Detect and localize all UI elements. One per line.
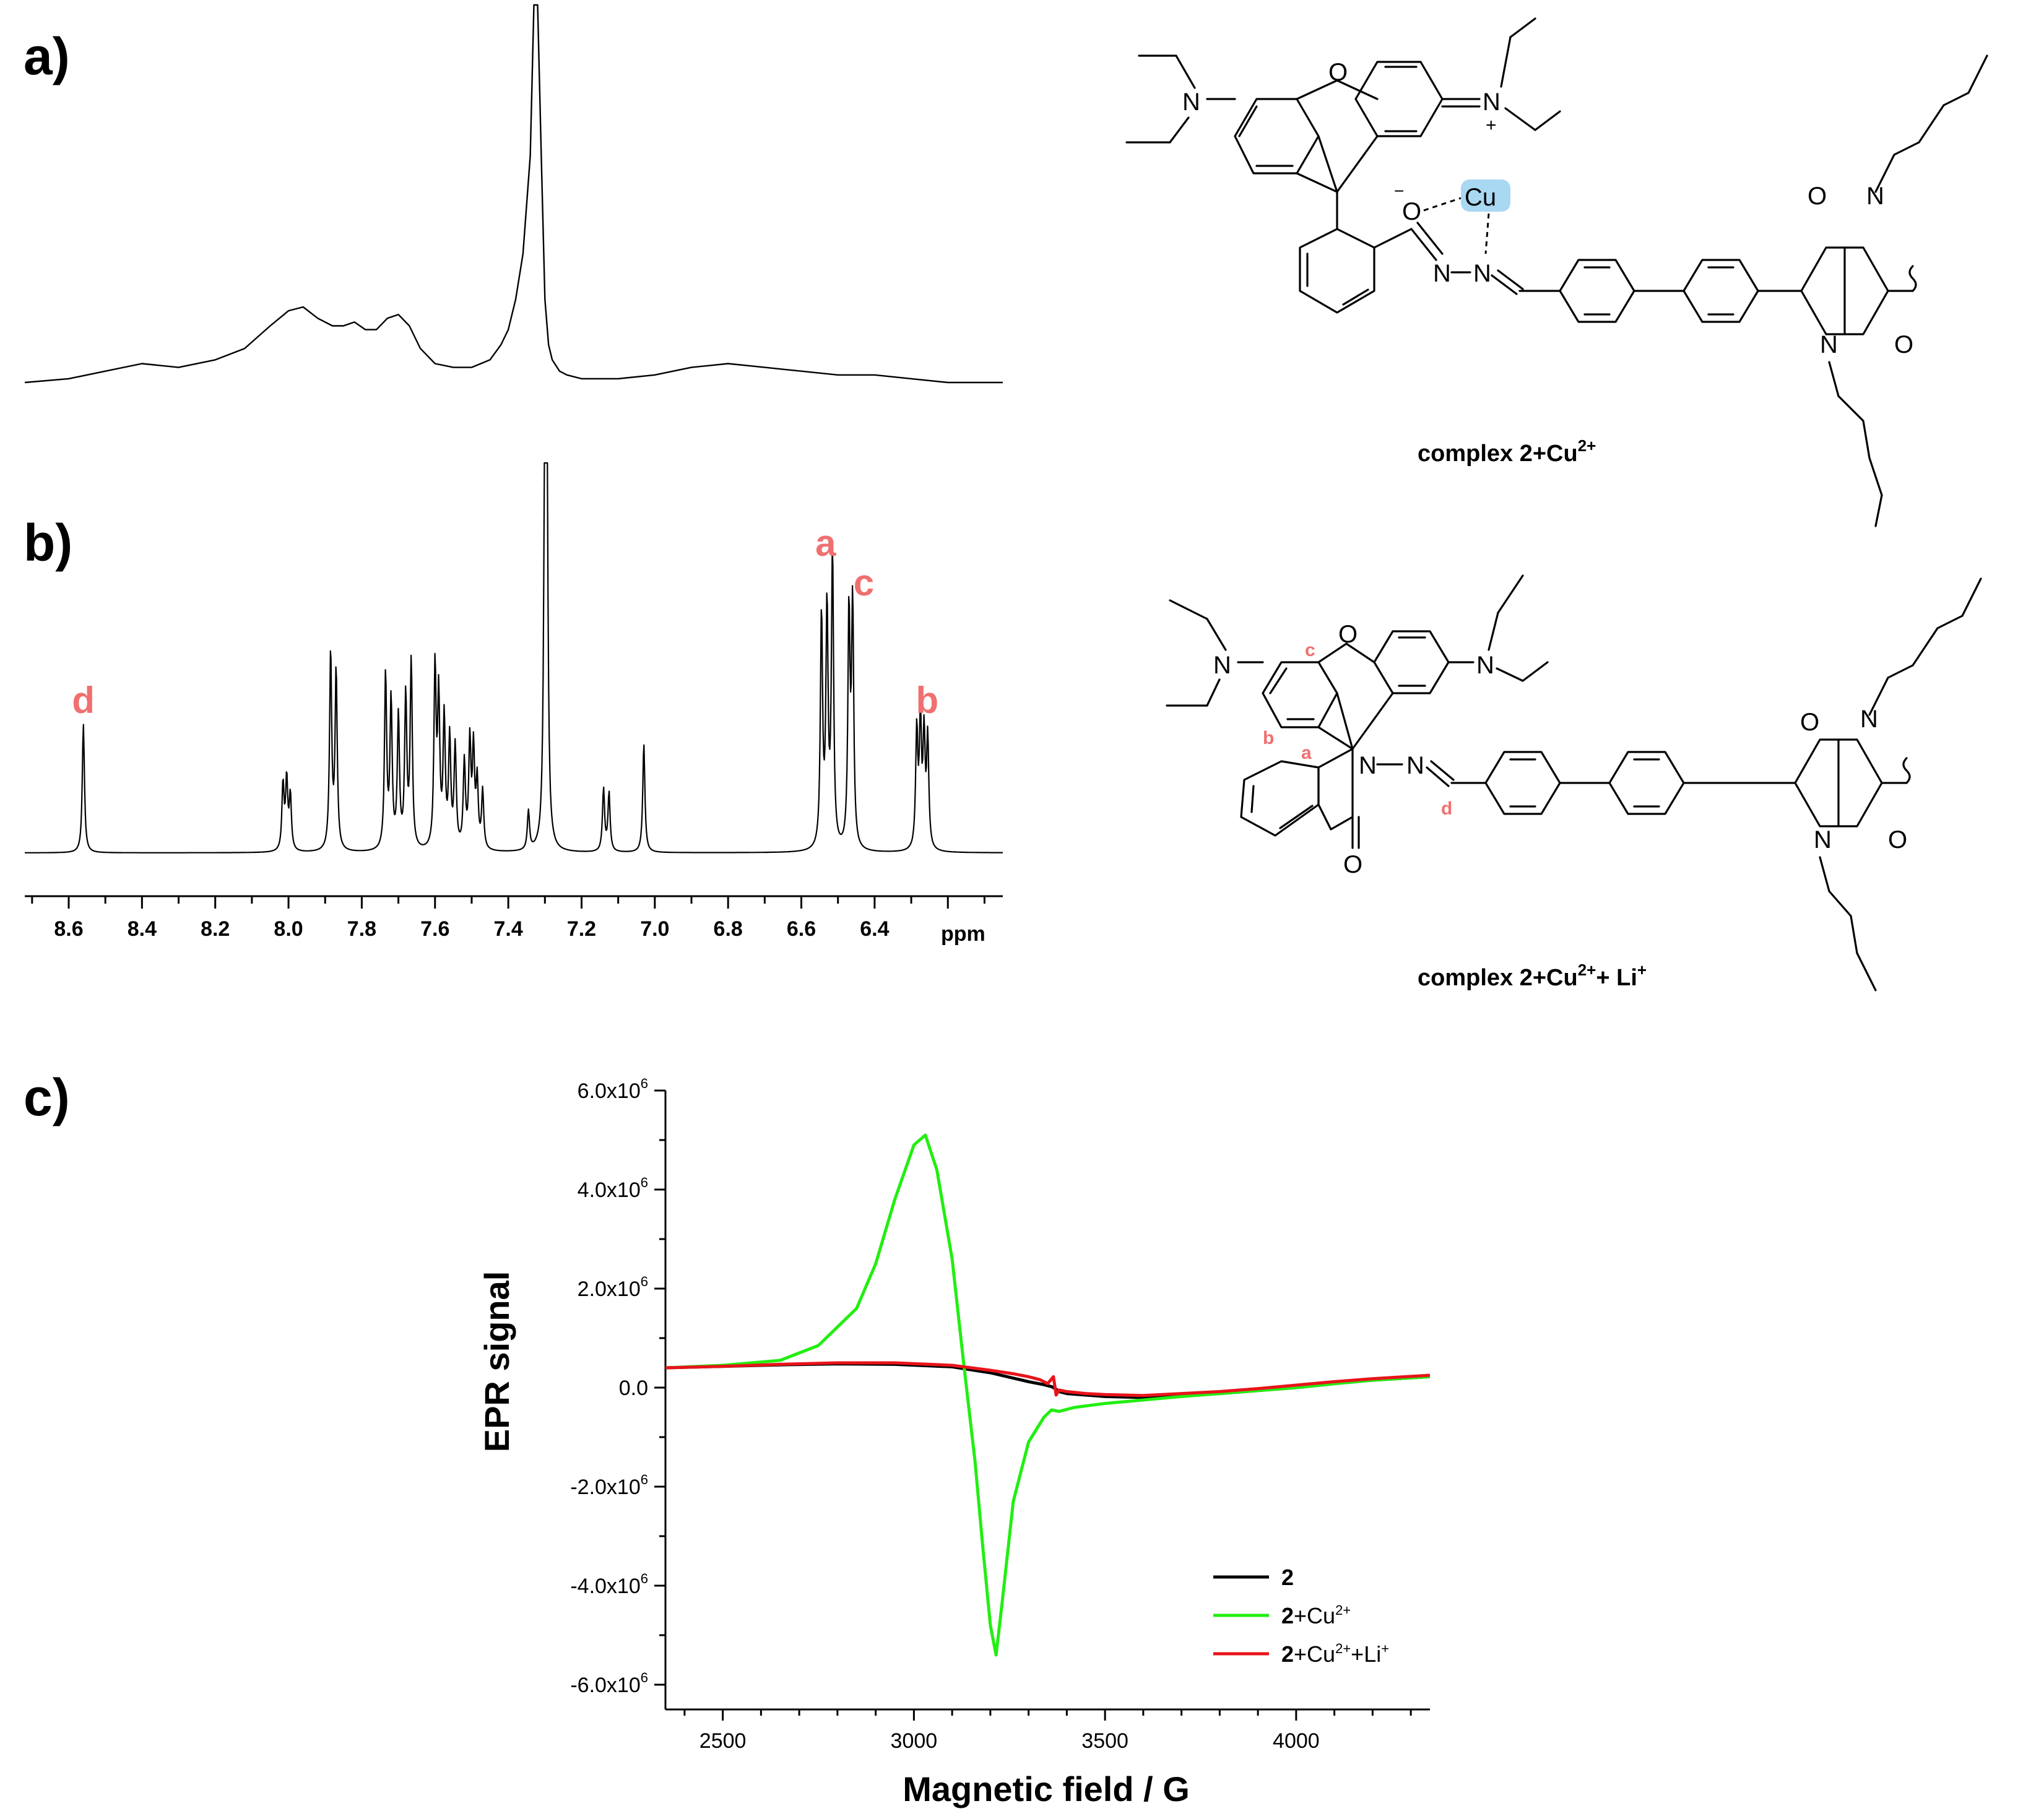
nmr-tick-label: 8.6 bbox=[54, 917, 83, 941]
nmr-a-trace bbox=[24, 4, 1003, 384]
nmr-ppm-axis: 8.6 8.4 8.2 8.0 7.8 7.6 7.4 7.2 7.0 6.8 6.6 6.4 bbox=[25, 895, 1003, 941]
nmr-peak-label-a: a bbox=[815, 522, 836, 564]
atom-copper: Cu bbox=[1465, 184, 1496, 211]
nmr-tick-label: 6.4 bbox=[860, 917, 889, 941]
nmr-tick-label: 6.8 bbox=[714, 917, 743, 941]
atom-o-minus: O bbox=[1402, 198, 1421, 225]
copper-highlight bbox=[1461, 179, 1510, 212]
epr-axes: 2500 3000 3500 4000 6.0x106 4.0x106 2.0x106 0.0… bbox=[570, 1076, 1430, 1753]
phenyl-bottom bbox=[1299, 191, 1444, 314]
atom-oxygen-xanthene-li: O bbox=[1338, 621, 1358, 648]
epr-series-line-1 bbox=[665, 1133, 1431, 1657]
coordination-bond-n bbox=[1484, 213, 1490, 254]
diethylamino-left: N bbox=[1125, 54, 1236, 144]
panel-label-a: a) bbox=[24, 27, 70, 85]
epr-y-tick-label: -2.0x106 bbox=[570, 1472, 648, 1499]
isoindolinone: O N bbox=[1240, 748, 1377, 878]
nmr-tick-label: 6.6 bbox=[787, 917, 816, 941]
nmr-tick-label: 8.4 bbox=[128, 917, 157, 941]
atom-n-plus: N bbox=[1483, 89, 1501, 116]
epr-x-tick-label: 2500 bbox=[699, 1729, 747, 1753]
panel-label-b: b) bbox=[24, 514, 72, 572]
epr-x-tick-label: 3500 bbox=[1081, 1729, 1128, 1753]
epr-y-axis-title: EPR signal bbox=[477, 1271, 516, 1453]
nmr-peak-label-b: b bbox=[916, 680, 938, 721]
atom-n-spiro: N bbox=[1359, 752, 1377, 779]
dpp-core: N N O O bbox=[1800, 54, 1988, 527]
wavy-bond bbox=[1908, 265, 1917, 292]
atom-n-hydrazide-2: N bbox=[1473, 260, 1491, 287]
biphenyl-linker bbox=[1559, 259, 1803, 323]
wavy-bond-li bbox=[1902, 757, 1911, 784]
epr-legend-label: 2+Cu2+ bbox=[1281, 1602, 1351, 1628]
caption-complex-2-cu: complex 2+Cu2+ bbox=[1418, 436, 1596, 467]
atom-n-hydrazide-1: N bbox=[1433, 260, 1451, 287]
atom-n-dpp-top-li: N bbox=[1860, 706, 1878, 733]
atom-o-dpp-top: O bbox=[1808, 183, 1827, 210]
biphenyl-linker-li bbox=[1484, 751, 1796, 815]
epr-y-tick-label: -6.0x106 bbox=[570, 1670, 648, 1697]
nmr-peak-label-c: c bbox=[854, 562, 874, 603]
charge-minus: − bbox=[1394, 181, 1404, 201]
nmr-tick-label: 7.6 bbox=[420, 917, 449, 941]
atom-n-dpp-bottom: N bbox=[1820, 331, 1838, 358]
epr-y-tick-label: 0.0 bbox=[619, 1376, 648, 1400]
epr-y-tick-label: 4.0x106 bbox=[578, 1175, 648, 1202]
atom-n-left-li: N bbox=[1213, 652, 1231, 679]
nmr-tick-label: 7.4 bbox=[493, 917, 522, 941]
structure-complex-2-cu: O N N + bbox=[1125, 17, 1988, 527]
nmr-tick-label: 8.2 bbox=[201, 917, 230, 941]
epr-y-tick-label: 2.0x106 bbox=[578, 1274, 648, 1301]
epr-series bbox=[665, 1133, 1431, 1657]
epr-x-tick-label: 4000 bbox=[1273, 1729, 1320, 1753]
diethyliminium-right: N + bbox=[1441, 17, 1561, 136]
nmr-peak-labels: ac d b bbox=[72, 522, 938, 721]
atom-o-dpp-top-li: O bbox=[1800, 709, 1819, 736]
diethylamino-right-li: N bbox=[1447, 574, 1549, 682]
nmr-b-trace bbox=[24, 462, 1003, 853]
xanthene-core: O bbox=[1234, 59, 1444, 193]
dpp-core-li: N N O O bbox=[1794, 577, 1982, 992]
epr-series-line-0 bbox=[665, 1362, 1431, 1399]
charge-plus: + bbox=[1486, 115, 1497, 136]
spiro-xanthene-core: O c b a bbox=[1262, 621, 1450, 763]
epr-x-axis-title: Magnetic field / G bbox=[903, 1769, 1190, 1808]
nmr-peak-label-d: d bbox=[72, 680, 95, 721]
epr-y-tick-label: -4.0x106 bbox=[570, 1571, 648, 1598]
epr-legend: 2 2+Cu2+ 2+Cu2++Li+ bbox=[1213, 1565, 1389, 1667]
caption-complex-2-cu-li: complex 2+Cu2++ Li+ bbox=[1418, 961, 1647, 991]
atom-o-dpp-bottom: O bbox=[1894, 331, 1913, 358]
nmr-tick-label: 7.8 bbox=[347, 917, 376, 941]
nmr-tick-label: 8.0 bbox=[274, 917, 303, 941]
panel-label-c: c) bbox=[24, 1068, 70, 1126]
epr-y-tick-label: 6.0x106 bbox=[578, 1076, 648, 1103]
atom-o-lactam: O bbox=[1343, 851, 1362, 878]
nmr-spectrum-b bbox=[24, 462, 1003, 853]
coordination-bond-o bbox=[1423, 197, 1462, 212]
epr-chart: 2500 3000 3500 4000 6.0x106 4.0x106 2.0x106 0.0… bbox=[477, 1076, 1431, 1808]
nmr-tick-label: 7.2 bbox=[567, 917, 596, 941]
atom-oxygen-xanthene: O bbox=[1328, 59, 1348, 86]
atom-n-right-li: N bbox=[1476, 652, 1494, 679]
atom-label-a: a bbox=[1301, 743, 1312, 763]
atom-label-b: b bbox=[1263, 728, 1274, 748]
atom-n-imine: N bbox=[1406, 752, 1424, 779]
epr-x-tick-label: 3000 bbox=[891, 1729, 938, 1753]
atom-o-dpp-bottom-li: O bbox=[1888, 826, 1907, 853]
atom-n-left: N bbox=[1182, 89, 1200, 116]
nmr-axis-unit: ppm bbox=[941, 922, 985, 946]
epr-legend-label: 2+Cu2++Li+ bbox=[1281, 1641, 1389, 1667]
nmr-tick-label: 7.0 bbox=[640, 917, 669, 941]
atom-label-d: d bbox=[1441, 798, 1452, 819]
nmr-spectrum-a bbox=[24, 4, 1003, 384]
atom-n-dpp-bottom-li: N bbox=[1814, 826, 1832, 853]
atom-n-dpp-top: N bbox=[1866, 183, 1884, 210]
epr-series-line-2 bbox=[665, 1361, 1431, 1398]
atom-label-c: c bbox=[1305, 640, 1315, 660]
structure-complex-2-cu-li: O c b a N N O N bbox=[1166, 574, 1982, 992]
epr-legend-label: 2 bbox=[1281, 1565, 1294, 1590]
diethylamino-left-li: N bbox=[1166, 599, 1264, 707]
